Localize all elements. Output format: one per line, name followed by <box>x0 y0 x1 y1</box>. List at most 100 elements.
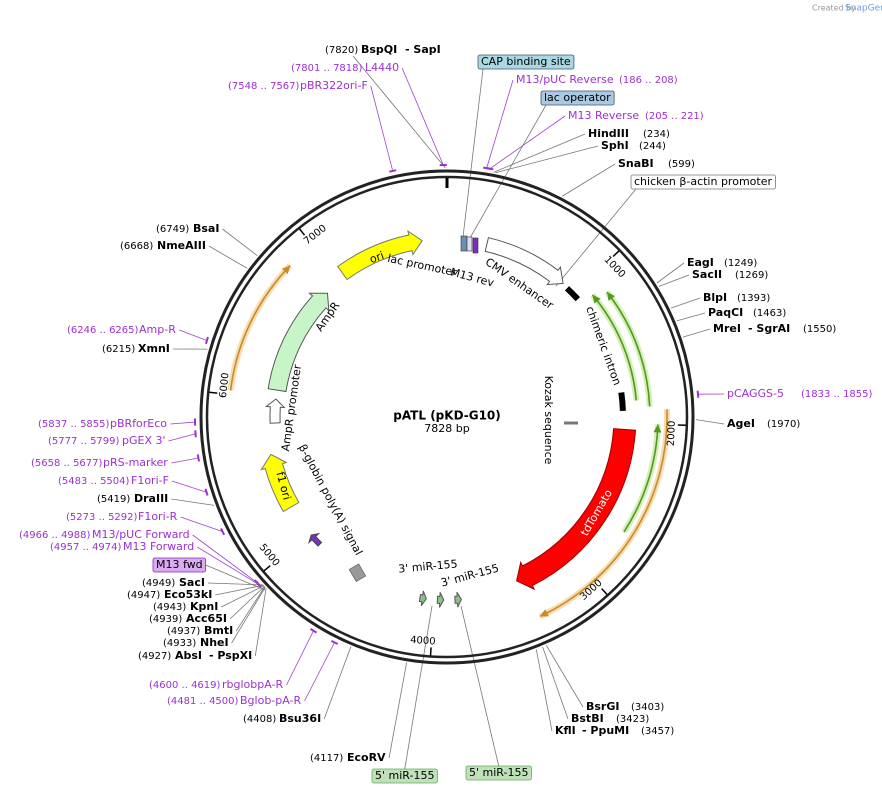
leader-line <box>658 274 690 287</box>
leader-line <box>205 564 266 591</box>
leader-line <box>469 104 547 239</box>
site-position: (6749) <box>156 224 189 235</box>
feature-label: 3' miR-155 <box>398 557 458 575</box>
leader-line <box>656 262 685 284</box>
site-name: SnaBI <box>618 157 654 170</box>
ampr-arrow <box>267 292 330 393</box>
feature-label: ori <box>368 249 386 266</box>
site-name: BmtI <box>204 624 233 637</box>
leader-line <box>222 228 258 257</box>
leader-line <box>254 588 267 657</box>
site-position: (1970) <box>767 419 800 430</box>
site-name: DraIII <box>134 492 168 505</box>
site-position: (1463) <box>753 308 786 319</box>
orf-line <box>229 265 291 391</box>
primer-range: (7548 .. 7567) <box>228 81 300 92</box>
orf-line <box>623 424 659 533</box>
feature-label: Kozak sequence <box>542 376 555 465</box>
leader-line <box>561 163 616 197</box>
site-position: (6668) <box>120 241 153 252</box>
orf-head <box>540 609 549 617</box>
site-position: (3423) <box>616 714 649 725</box>
site-position: (6215) <box>102 344 135 355</box>
leader-line <box>170 421 196 425</box>
mir-arrow <box>454 591 462 608</box>
leader-line <box>192 534 258 584</box>
primer-name: Bglob-pA-R <box>240 694 302 707</box>
leader-line <box>388 662 408 759</box>
backbone-outer <box>199 169 695 665</box>
cap-site-mark <box>460 235 468 252</box>
site-name: NheI <box>200 636 229 649</box>
primer-mark <box>194 430 197 438</box>
site-position: (4943) <box>153 602 186 613</box>
polya-arrow <box>308 532 323 547</box>
leader-line <box>401 67 444 166</box>
primer-name: rbglobpA-R <box>222 678 283 691</box>
labels: Created by SnapGene pATL (pKD-G10) 7828 … <box>19 4 882 783</box>
leader-line <box>171 457 199 464</box>
leader-line <box>221 585 265 608</box>
orf-head <box>592 294 601 304</box>
primer-name: L4440 <box>365 61 399 74</box>
feature-box <box>540 90 615 106</box>
site-position: (4927) <box>138 651 171 662</box>
m13-rev-mark <box>472 237 479 254</box>
site-name: SacII <box>692 268 722 281</box>
feature-box-label: lac operator <box>544 91 611 104</box>
leader-line <box>370 85 394 172</box>
leader-line <box>207 582 264 586</box>
primer-name: F1ori-F <box>131 474 169 487</box>
tick-mark <box>299 228 306 236</box>
ori-arrow <box>337 229 423 281</box>
leader-line <box>535 649 553 732</box>
site-position: (5419) <box>97 494 130 505</box>
orf-line <box>606 291 651 407</box>
feature-box <box>477 54 575 70</box>
primer-mark <box>196 454 200 462</box>
leader-line <box>323 646 352 720</box>
site-name: Eco53kI <box>164 588 212 601</box>
leader-line <box>197 546 259 585</box>
primer-range: (5777 .. 5799) <box>48 436 120 447</box>
site-name: PaqCI <box>708 306 743 319</box>
site-name: - SapI <box>405 43 441 56</box>
leader-line <box>670 297 701 309</box>
leader-line <box>286 630 314 686</box>
leader-line <box>179 329 208 341</box>
feature-label: lac promoter <box>386 252 458 279</box>
primer-name: F1ori-R <box>138 510 178 523</box>
primer-mark <box>309 628 318 634</box>
orf-head <box>281 265 291 275</box>
site-name: SacI <box>179 576 205 589</box>
leader-line <box>352 55 446 169</box>
tick-label: 6000 <box>218 372 232 398</box>
primer-name: M13 Forward <box>123 540 194 553</box>
cmv-arrow <box>484 237 564 286</box>
tick-mark <box>209 391 218 394</box>
feature-box-label: 5' miR-155 <box>375 769 434 782</box>
leader-line <box>545 645 584 708</box>
site-name: Bsu36I <box>279 712 321 725</box>
feature-box <box>371 768 438 784</box>
leader-line <box>542 646 569 720</box>
primer-range: (5837 .. 5855) <box>38 419 110 430</box>
site-name: KflI <box>555 724 576 737</box>
primer-mark <box>330 640 339 645</box>
orf-line <box>539 409 668 618</box>
feature-box <box>630 174 776 190</box>
site-name: EcoRV <box>347 751 386 764</box>
feature-box-label: chicken β-actin promoter <box>634 175 772 188</box>
f1-ori-arrow <box>260 453 300 513</box>
primer-range: (186 .. 208) <box>619 75 678 86</box>
leader-line <box>495 145 599 174</box>
site-name: SphI <box>601 139 629 152</box>
site-name: KpnI <box>190 600 218 613</box>
tick-mark <box>612 250 620 258</box>
primer-mark <box>204 488 209 496</box>
leader-line <box>231 587 266 644</box>
polya-mark <box>348 563 367 582</box>
primer-range: (1833 .. 1855) <box>801 389 873 400</box>
tick-label: 5000 <box>257 542 282 569</box>
primer-name: M13/pUC Forward <box>92 528 190 541</box>
